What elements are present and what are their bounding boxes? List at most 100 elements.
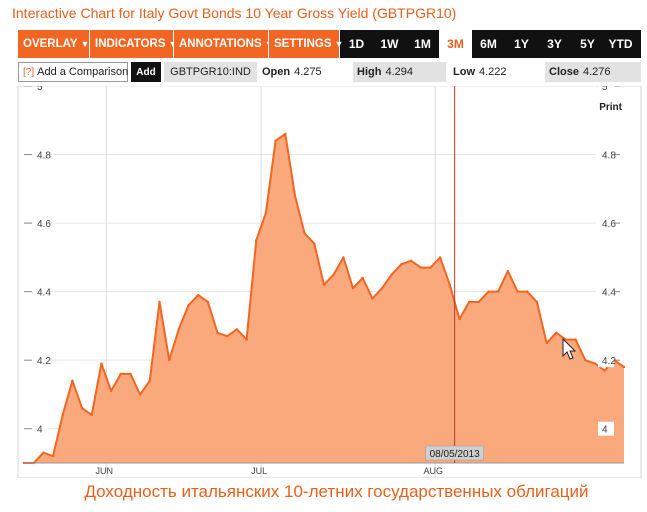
range-1y-button[interactable]: 1Y <box>514 37 529 51</box>
open-label: Open <box>262 66 291 78</box>
y-tick-label: 4.2 <box>602 356 616 367</box>
close-stat: Close 4.276 <box>545 62 641 82</box>
y-tick-label: 4 <box>602 425 608 436</box>
data-point <box>468 300 471 304</box>
data-point <box>487 290 490 293</box>
data-point <box>90 413 93 417</box>
y-tick-label-box <box>598 421 614 436</box>
chevron-down-icon: ▼ <box>168 39 178 49</box>
range-ytd-button[interactable]: YTD <box>608 37 633 51</box>
data-point <box>516 290 519 293</box>
low-label: Low <box>453 66 475 78</box>
crosshair-date-label: 08/05/2013 <box>430 449 480 460</box>
x-tick-label: JUL <box>251 466 267 476</box>
y-tick-label: 4.4 <box>37 288 51 299</box>
range-3m-button[interactable]: 3M <box>439 30 472 58</box>
low-stat: Low 4.222 <box>449 62 539 82</box>
range-1w-button[interactable]: 1W <box>380 37 399 51</box>
cursor-icon <box>562 337 577 360</box>
y-tick-label-box <box>598 353 614 368</box>
data-point <box>119 372 123 376</box>
help-icon[interactable]: [?] <box>23 66 35 78</box>
print-link[interactable]: Print <box>599 102 622 113</box>
y-tick-label: 4.6 <box>602 219 616 230</box>
x-tick-label: JUN <box>96 466 114 476</box>
settings-menu[interactable]: SETTINGS ▼ <box>269 30 343 58</box>
chart-title: Interactive Chart for Italy Govt Bonds 1… <box>12 5 457 21</box>
data-point <box>371 297 374 300</box>
data-point <box>526 290 529 293</box>
data-point <box>332 273 335 276</box>
y-tick-label-box <box>598 86 614 93</box>
data-point <box>187 304 190 307</box>
data-point <box>109 389 113 393</box>
data-point <box>458 317 461 321</box>
data-point <box>342 256 345 259</box>
annotations-menu-label: ANNOTATIONS <box>179 38 262 50</box>
data-point <box>245 338 248 341</box>
y-tick-label: 5 <box>602 86 608 93</box>
y-tick-label: 4.8 <box>602 151 616 162</box>
high-label: High <box>357 66 382 78</box>
open-stat: Open 4.275 <box>258 62 348 82</box>
range-3y-button[interactable]: 3Y <box>547 37 562 51</box>
data-point <box>80 407 84 410</box>
yield-chart[interactable]: 44.24.44.64.85 44.24.44.64.85 JUN JUL AUG … <box>0 86 647 478</box>
comparison-input[interactable]: [?] Add a Comparison <box>18 62 128 82</box>
data-point <box>61 413 64 417</box>
data-point <box>71 379 74 382</box>
indicators-menu[interactable]: INDICATORS ▼ <box>90 30 177 58</box>
close-label: Close <box>549 66 579 78</box>
y-tick-label: 4.8 <box>37 151 51 162</box>
add-comparison-button[interactable]: Add <box>131 62 161 82</box>
range-5y-button[interactable]: 5Y <box>580 37 595 51</box>
data-point <box>545 341 548 345</box>
indicators-menu-label: INDICATORS <box>95 38 166 50</box>
y-tick-label: 4.4 <box>602 288 616 299</box>
x-tick-label: AUG <box>424 466 444 476</box>
open-value: 4.275 <box>294 66 322 78</box>
range-6m-button[interactable]: 6M <box>480 37 497 51</box>
overlay-menu-label: OVERLAY <box>23 38 78 50</box>
data-point <box>409 259 413 262</box>
data-point <box>168 359 171 362</box>
high-stat: High 4.294 <box>353 62 446 82</box>
y-tick-label: 5 <box>37 86 43 93</box>
data-point <box>226 335 229 338</box>
data-point <box>622 365 626 369</box>
comparison-placeholder: Add a Comparison <box>37 66 129 78</box>
high-value: 4.294 <box>385 66 413 78</box>
data-point <box>148 379 151 382</box>
data-point <box>361 276 364 280</box>
data-point <box>274 139 277 142</box>
range-1m-button[interactable]: 1M <box>414 37 431 51</box>
data-point <box>497 290 500 293</box>
settings-menu-label: SETTINGS <box>274 38 332 50</box>
data-point <box>593 362 597 365</box>
data-point <box>303 232 306 235</box>
y-tick-label: 4.2 <box>37 356 51 367</box>
data-point <box>235 328 239 331</box>
data-point <box>129 372 132 376</box>
data-point <box>42 451 45 454</box>
data-point <box>390 273 393 276</box>
data-point <box>197 293 200 297</box>
data-point <box>477 300 480 304</box>
data-point <box>322 283 326 286</box>
data-point <box>313 242 316 245</box>
data-point <box>535 300 539 304</box>
data-point <box>51 454 55 458</box>
close-value: 4.276 <box>582 66 611 78</box>
chevron-down-icon: ▼ <box>80 39 90 49</box>
data-point <box>284 132 287 136</box>
annotations-menu[interactable]: ANNOTATIONS▼ <box>174 30 274 58</box>
range-1d-button[interactable]: 1D <box>348 37 365 51</box>
chart-caption: Доходность итальянских 10-летних государ… <box>84 482 589 501</box>
data-point <box>438 256 442 259</box>
data-point <box>158 300 161 304</box>
data-point <box>138 393 142 396</box>
data-point <box>400 263 403 266</box>
overlay-menu[interactable]: OVERLAY ▼ <box>18 30 90 58</box>
data-point <box>574 338 577 341</box>
yield-area <box>24 134 624 463</box>
